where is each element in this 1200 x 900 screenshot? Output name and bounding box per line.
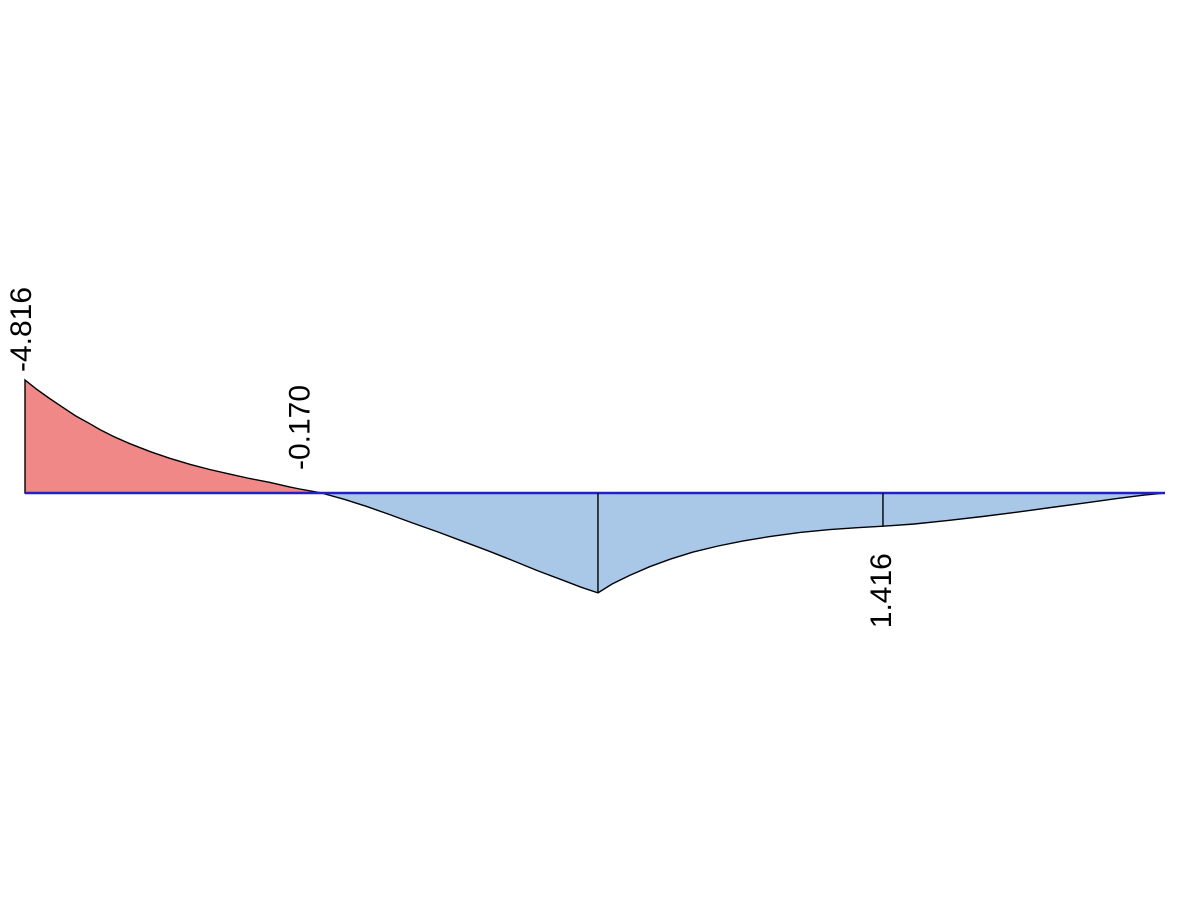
positive-region xyxy=(321,492,1166,594)
value-label: 1.416 xyxy=(865,553,898,628)
value-label: -4.816 xyxy=(5,287,38,372)
negative-region xyxy=(24,378,322,494)
value-label: -0.170 xyxy=(284,385,317,470)
